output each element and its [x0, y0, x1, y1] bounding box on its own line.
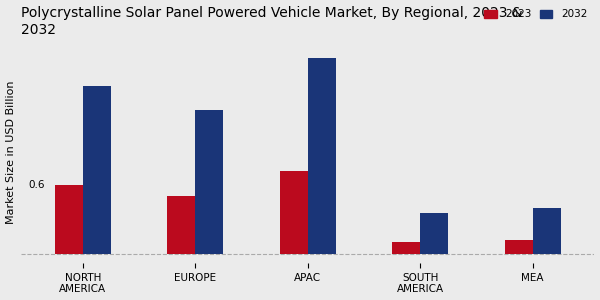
Bar: [280, 171, 308, 254]
Bar: [420, 214, 448, 254]
Legend: 2023, 2032: 2023, 2032: [482, 7, 589, 22]
Bar: [83, 86, 111, 254]
Bar: [533, 208, 561, 254]
Bar: [505, 240, 533, 254]
Text: Polycrystalline Solar Panel Powered Vehicle Market, By Regional, 2023 &
2032: Polycrystalline Solar Panel Powered Vehi…: [21, 6, 523, 37]
Text: 0.6: 0.6: [29, 180, 45, 190]
Bar: [196, 110, 223, 254]
Bar: [308, 58, 336, 254]
Bar: [167, 196, 196, 254]
Y-axis label: Market Size in USD Billion: Market Size in USD Billion: [5, 81, 16, 224]
Bar: [392, 242, 420, 254]
Bar: [55, 184, 83, 254]
